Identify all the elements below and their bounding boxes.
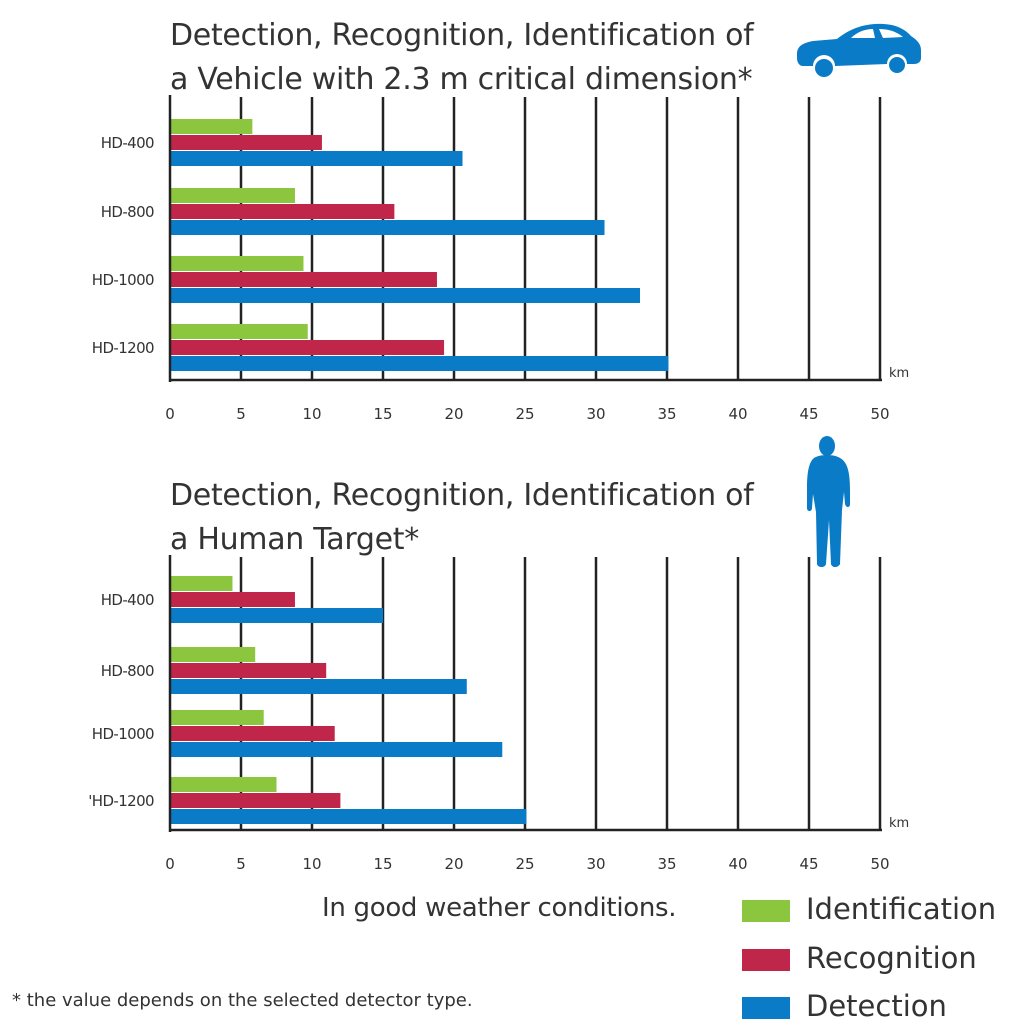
x-tick-label: 30: [586, 405, 605, 423]
legend-label-identification: Identification: [806, 892, 997, 926]
legend-item-recognition: Recognition: [742, 939, 1002, 979]
legend-label-recognition: Recognition: [806, 941, 977, 975]
bar-recognition-0: [170, 592, 295, 607]
bar-identification-3: [170, 777, 277, 792]
category-label: HD-1000: [92, 271, 154, 289]
car-icon: [797, 23, 921, 77]
x-tick-label: 10: [302, 405, 321, 423]
category-label: HD-400: [101, 134, 154, 152]
x-tick-label: 50: [870, 855, 889, 873]
x-tick-label: 50: [870, 405, 889, 423]
x-tick-label: 35: [657, 855, 676, 873]
bar-recognition-0: [170, 135, 322, 150]
bar-detection-0: [170, 608, 383, 623]
x-tick-label: 15: [373, 855, 392, 873]
x-tick-label: 15: [373, 405, 392, 423]
vehicle-chart-title-line-2: a Vehicle with 2.3 m critical dimension*: [170, 62, 753, 97]
human-chart-title-line-2: a Human Target*: [170, 522, 419, 557]
legend-swatch-detection: [742, 997, 790, 1019]
x-unit-label: km: [889, 816, 909, 831]
x-tick-label: 40: [728, 405, 747, 423]
bar-recognition-3: [170, 793, 341, 808]
x-tick-label: 5: [236, 855, 246, 873]
bar-identification-1: [170, 647, 256, 662]
category-label: 'HD-1200: [88, 792, 154, 810]
category-label: HD-800: [101, 662, 154, 680]
x-tick-label: 0: [165, 405, 175, 423]
category-label: HD-1200: [92, 339, 154, 357]
bar-identification-0: [170, 119, 253, 134]
vehicle-chart-title: Detection, Recognition, Identification o…: [170, 14, 754, 102]
bar-detection-1: [170, 220, 605, 235]
bar-identification-2: [170, 710, 264, 725]
x-tick-label: 30: [586, 855, 605, 873]
bar-detection-2: [170, 288, 641, 303]
x-tick-label: 5: [236, 405, 246, 423]
x-tick-label: 25: [515, 405, 534, 423]
category-label: HD-400: [101, 591, 154, 609]
x-tick-label: 35: [657, 405, 676, 423]
legend-swatch-identification: [742, 900, 790, 922]
human-chart-title-line-1: Detection, Recognition, Identification o…: [170, 478, 754, 513]
legend-item-identification: Identification: [742, 890, 1002, 930]
bar-recognition-1: [170, 663, 327, 678]
weather-note: In good weather conditions.: [322, 893, 677, 923]
vehicle-chart-title-line-1: Detection, Recognition, Identification o…: [170, 18, 754, 53]
vehicle-range-chart: HD-400 HD-800 HD-1000 HD-1200 0 5 10 15 20 25 30 35…: [92, 95, 909, 423]
bar-recognition-2: [170, 726, 335, 741]
x-tick-label: 20: [444, 855, 463, 873]
category-label: HD-800: [101, 203, 154, 221]
human-chart-title: Detection, Recognition, Identification o…: [170, 474, 754, 562]
bar-detection-0: [170, 151, 463, 166]
bar-detection-3: [170, 809, 527, 824]
x-tick-label: 45: [799, 855, 818, 873]
x-tick-label: 45: [799, 405, 818, 423]
bar-identification-0: [170, 576, 233, 591]
bar-detection-3: [170, 356, 669, 371]
bar-identification-2: [170, 256, 304, 271]
bar-identification-1: [170, 188, 295, 203]
bar-recognition-1: [170, 204, 395, 219]
person-icon: [807, 436, 850, 567]
legend-swatch-recognition: [742, 949, 790, 971]
footnote: * the value depends on the selected dete…: [12, 990, 473, 1011]
bar-recognition-2: [170, 272, 437, 287]
bar-recognition-3: [170, 340, 445, 355]
bar-detection-1: [170, 679, 467, 694]
bar-detection-2: [170, 742, 503, 757]
x-tick-label: 0: [165, 855, 175, 873]
bar-identification-3: [170, 324, 308, 339]
human-range-chart: HD-400 HD-800 HD-1000 'HD-1200 0 5 10 15 20 25 30 3…: [88, 555, 909, 873]
x-tick-label: 25: [515, 855, 534, 873]
legend-item-detection: Detection: [742, 987, 1002, 1027]
x-tick-label: 40: [728, 855, 747, 873]
x-unit-label: km: [889, 366, 909, 381]
x-tick-label: 10: [302, 855, 321, 873]
category-label: HD-1000: [92, 725, 154, 743]
x-tick-label: 20: [444, 405, 463, 423]
legend-label-detection: Detection: [806, 989, 947, 1023]
